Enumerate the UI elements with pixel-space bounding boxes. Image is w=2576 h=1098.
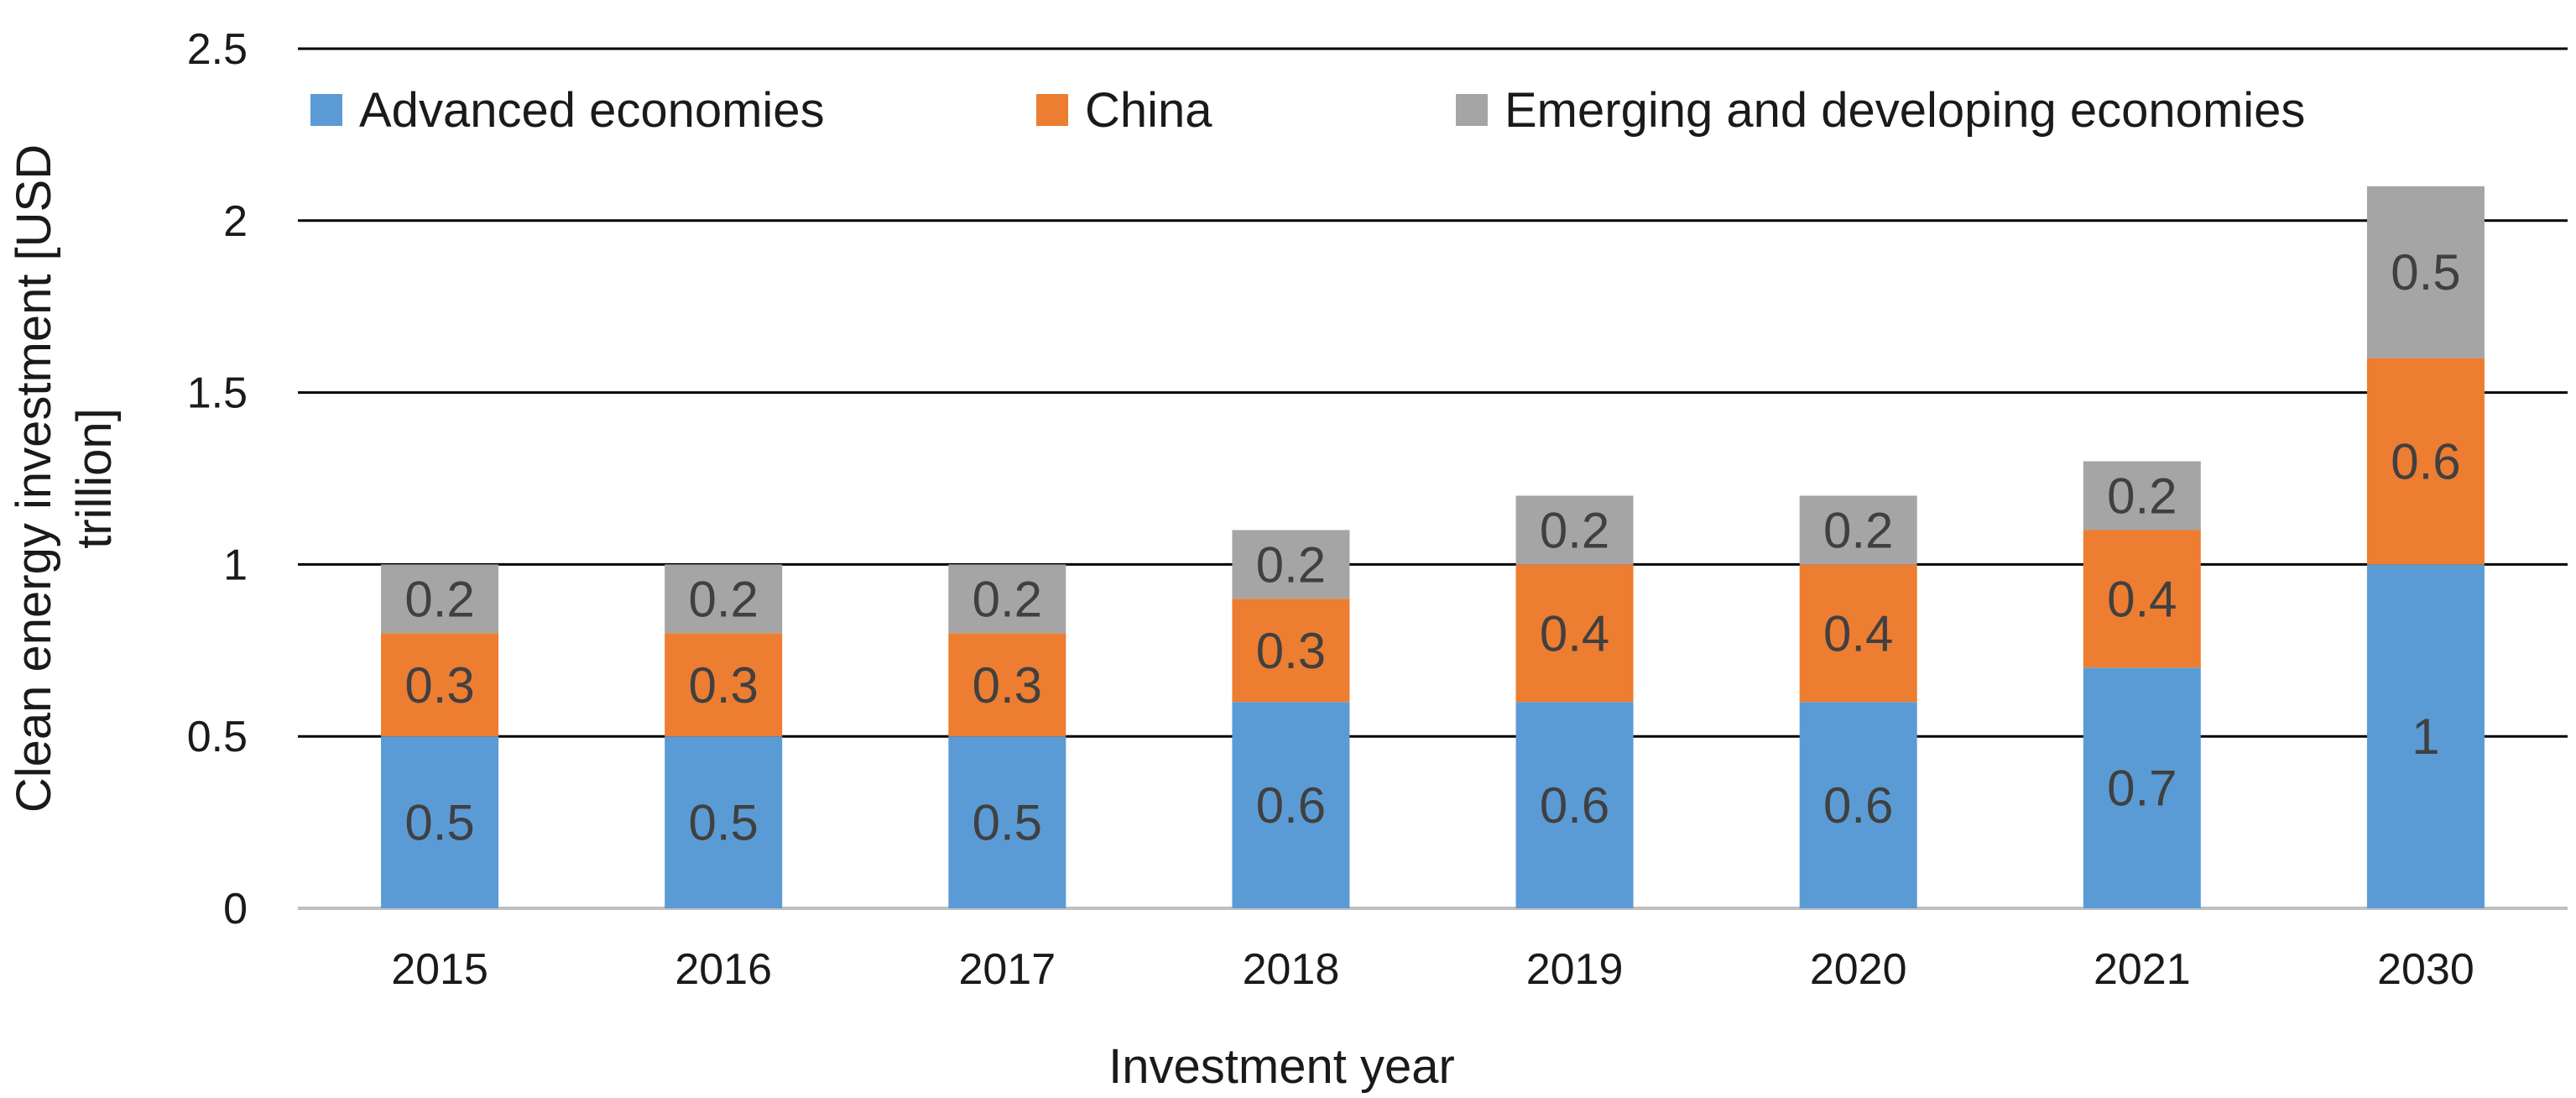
x-tick-label: 2016 [675, 945, 772, 994]
legend-label: Advanced economies [359, 83, 825, 138]
bar-segment [2083, 461, 2201, 531]
legend: Advanced economies China Emerging and deve… [310, 83, 2305, 138]
x-tick-label: 2030 [2377, 945, 2474, 994]
data-label: 0.4 [1540, 605, 1609, 661]
bar-segment [1799, 702, 1917, 908]
data-label: 0.2 [1823, 502, 1893, 558]
data-label: 0.2 [404, 571, 474, 627]
bar-segment [1232, 530, 1350, 599]
bar-segment [2366, 358, 2485, 565]
bars [381, 186, 2485, 908]
data-labels: 0.5 0.3 0.2 0.5 0.3 0.2 0.5 0.3 0.2 0.6 0.3 0.2 0.6 0… [404, 244, 2460, 850]
bar-segment [948, 736, 1066, 908]
y-tick-label: 2 [223, 197, 248, 246]
data-label: 0.3 [1256, 623, 1326, 679]
data-label: 0.5 [2391, 244, 2460, 301]
data-label: 0.3 [404, 657, 474, 714]
data-label: 0.5 [973, 795, 1042, 851]
x-tick-label: 2018 [1243, 945, 1340, 994]
gridlines [298, 47, 2568, 910]
data-label: 0.4 [2107, 571, 2177, 627]
bar-segment [948, 564, 1066, 634]
x-tick-label: 2019 [1526, 945, 1624, 994]
data-label: 0.6 [2391, 434, 2460, 490]
bar-segment [2083, 667, 2201, 908]
bar-segment [2366, 186, 2485, 358]
bar-segment [948, 633, 1066, 737]
legend-label: China [1085, 83, 1212, 138]
bar-segment [2083, 530, 2201, 668]
bar-segment [1799, 495, 1917, 565]
y-axis-title-line: Clean energy investment [USD [7, 144, 61, 813]
bar-segment [1232, 599, 1350, 703]
data-label: 0.3 [688, 657, 758, 714]
data-label: 0.6 [1256, 777, 1326, 834]
bar-segment [665, 736, 783, 908]
bar-segment [1515, 702, 1634, 908]
bar-segment [381, 736, 499, 908]
data-label: 0.2 [1540, 502, 1609, 558]
data-label: 0.2 [2107, 468, 2177, 524]
y-axis-title: Clean energy investment [USD trillion] [7, 144, 122, 813]
axes: 0 0.5 1 1.5 2 2.5 2015 2016 2017 2018 2019 2020 2021… [7, 25, 2474, 1094]
data-label: 0.5 [688, 795, 758, 851]
data-label: 0.5 [404, 795, 474, 851]
data-label: 1 [2412, 708, 2439, 765]
x-tick-label: 2017 [958, 945, 1056, 994]
y-tick-label: 0 [223, 885, 248, 933]
y-tick-label: 0.5 [187, 713, 248, 761]
bar-segment [381, 564, 499, 634]
y-tick-label: 1.5 [187, 369, 248, 418]
data-label: 0.4 [1823, 605, 1893, 661]
y-tick-label: 1 [223, 541, 248, 589]
x-axis-title: Investment year [1108, 1039, 1455, 1094]
data-label: 0.6 [1823, 777, 1893, 834]
y-axis-title-line: trillion] [67, 408, 122, 549]
bar-segment [665, 633, 783, 737]
legend-swatch [1036, 94, 1068, 126]
y-tick-label: 2.5 [187, 25, 248, 74]
x-tick-label: 2020 [1810, 945, 1907, 994]
bar-segment [381, 633, 499, 737]
legend-label: Emerging and developing economies [1504, 83, 2305, 138]
bar-segment [1799, 564, 1917, 703]
x-tick-label: 2015 [391, 945, 488, 994]
data-label: 0.2 [1256, 536, 1326, 593]
legend-swatch [1456, 94, 1488, 126]
bar-segment [1515, 564, 1634, 703]
data-label: 0.2 [973, 571, 1042, 627]
data-label: 0.7 [2107, 761, 2177, 817]
x-tick-label: 2021 [2094, 945, 2191, 994]
bar-segment [2366, 564, 2485, 908]
data-label: 0.2 [688, 571, 758, 627]
legend-swatch [310, 94, 342, 126]
data-label: 0.3 [973, 657, 1042, 714]
bar-segment [665, 564, 783, 634]
bar-segment [1515, 495, 1634, 565]
bar-segment [1232, 702, 1350, 908]
data-label: 0.6 [1540, 777, 1609, 834]
